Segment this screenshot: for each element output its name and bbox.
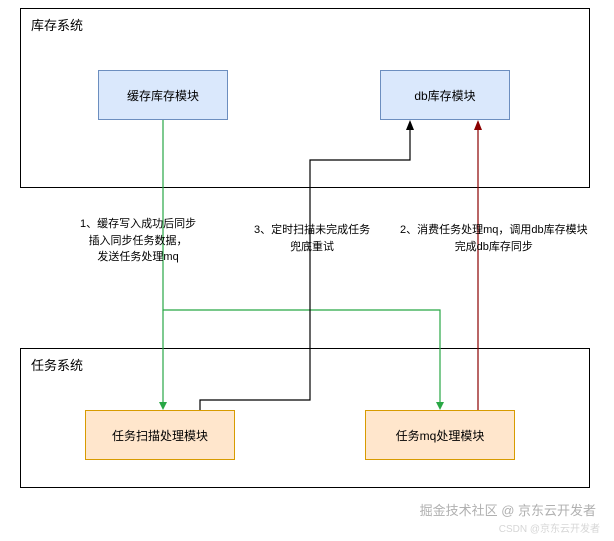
cache-inventory-module: 缓存库存模块 bbox=[98, 70, 228, 120]
task-mq-label: 任务mq处理模块 bbox=[396, 427, 485, 444]
task-mq-module: 任务mq处理模块 bbox=[365, 410, 515, 460]
task-label: 任务系统 bbox=[31, 355, 83, 374]
watermark-secondary: CSDN @京东云开发者 bbox=[499, 520, 600, 535]
db-inventory-label: db库存模块 bbox=[414, 87, 475, 104]
db-inventory-module: db库存模块 bbox=[380, 70, 510, 120]
inventory-label: 库存系统 bbox=[31, 15, 83, 34]
watermark-primary: 掘金技术社区 @ 京东云开发者 bbox=[420, 500, 596, 519]
task-scan-module: 任务扫描处理模块 bbox=[85, 410, 235, 460]
edge2-label: 2、消费任务处理mq，调用db库存模块 完成db库存同步 bbox=[400, 222, 588, 255]
task-scan-label: 任务扫描处理模块 bbox=[112, 427, 208, 444]
edge3-label: 3、定时扫描未完成任务 兜底重试 bbox=[254, 222, 370, 255]
cache-inventory-label: 缓存库存模块 bbox=[127, 87, 199, 104]
edge1-label: 1、缓存写入成功后同步 插入同步任务数据， 发送任务处理mq bbox=[80, 216, 196, 266]
